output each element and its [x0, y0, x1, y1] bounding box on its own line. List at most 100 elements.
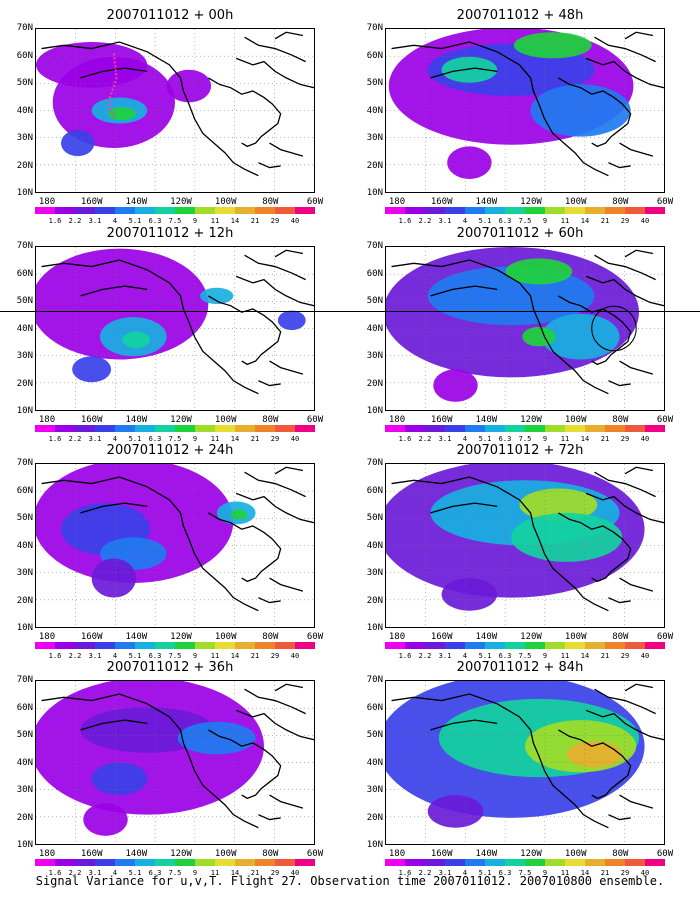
- longitude-label: 60W: [656, 632, 674, 642]
- colorbar-swatch: [215, 425, 235, 432]
- colorbar-swatch: [445, 425, 465, 432]
- variance-field: [36, 247, 314, 410]
- colorbar-label: 6.3: [498, 869, 512, 877]
- latitude-label: 40N: [366, 540, 383, 551]
- latitude-label: 70N: [366, 675, 383, 685]
- colorbar-swatch: [255, 642, 275, 649]
- latitude-label: 60N: [366, 702, 383, 713]
- coastline: [80, 285, 148, 297]
- panel-title: 2007011012 + 60h: [456, 226, 584, 241]
- colorbar-label: 21: [600, 217, 610, 225]
- colorbar-swatch: [625, 642, 645, 649]
- coastline: [430, 285, 498, 297]
- colorbar-label: 3.1: [438, 217, 452, 225]
- colorbar-label: 11: [210, 435, 220, 443]
- latitude-label: 60N: [366, 485, 383, 496]
- variance-contour: [72, 356, 112, 383]
- colorbar-label: 5.1: [128, 652, 142, 660]
- colorbar-label: 2.2: [68, 869, 82, 877]
- coastline: [619, 794, 654, 809]
- longitude-label: 80W: [262, 849, 279, 859]
- coastline: [430, 719, 498, 731]
- colorbar-swatch: [295, 859, 315, 866]
- colorbar-label: 3.1: [88, 217, 102, 225]
- colorbar-swatch: [35, 859, 55, 866]
- coastline: [41, 693, 259, 829]
- variance-field: [386, 681, 664, 844]
- colorbar-swatch: [445, 207, 465, 214]
- colorbar-label: 21: [600, 435, 610, 443]
- colorbar: [35, 859, 315, 866]
- colorbar-label: 21: [250, 217, 260, 225]
- colorbar-label: 29: [270, 435, 280, 443]
- colorbar-label: 5.1: [128, 869, 142, 877]
- colorbar: [35, 425, 315, 432]
- colorbar-label: 40: [290, 217, 300, 225]
- latitude-label: 70N: [16, 675, 33, 685]
- latitude-label: 30N: [16, 133, 33, 143]
- latitude-label: 70N: [16, 241, 33, 251]
- coastline: [258, 597, 281, 604]
- colorbar-swatch: [485, 425, 505, 432]
- coastline: [619, 142, 654, 157]
- latitude-label: 60N: [16, 268, 33, 279]
- colorbar-swatch: [55, 207, 75, 214]
- colorbar-swatch: [175, 859, 195, 866]
- colorbar-swatch: [385, 859, 405, 866]
- colorbar-label: 1.6: [48, 435, 62, 443]
- colorbar-swatch: [425, 207, 445, 214]
- latitude-label: 10N: [16, 406, 33, 416]
- longitude-label: 80W: [262, 197, 279, 207]
- colorbar-swatch: [255, 859, 275, 866]
- coastline: [391, 41, 609, 177]
- latitude-label: 50N: [366, 78, 383, 88]
- figure-caption: Signal Variance for u,v,T. Flight 27. Ob…: [35, 874, 665, 888]
- longitude-label: 80W: [612, 849, 629, 859]
- longitude-label: 160W: [80, 415, 103, 425]
- colorbar-label: 4: [462, 652, 468, 660]
- colorbar-label: 14: [580, 869, 590, 877]
- colorbar-label: 4: [462, 217, 468, 225]
- colorbar-label: 14: [580, 652, 590, 660]
- colorbar-label: 40: [290, 435, 300, 443]
- colorbar-label: 9: [192, 869, 198, 877]
- colorbar-swatch: [385, 207, 405, 214]
- colorbar-swatch: [235, 642, 255, 649]
- colorbar-label: 1.6: [398, 217, 412, 225]
- colorbar-label: 21: [600, 652, 610, 660]
- colorbar-swatch: [545, 425, 565, 432]
- coastline: [558, 295, 632, 366]
- map-panel: 2007011012 + 72h 70N 60N 50N 40N 30N 20N 10N 180…: [350, 443, 690, 661]
- variance-field: [36, 681, 314, 844]
- colorbar-label: 7.5: [518, 217, 532, 225]
- colorbar-label: 5.1: [128, 435, 142, 443]
- horizontal-reference-line: [0, 311, 700, 312]
- panel-title: 2007011012 + 48h: [456, 8, 584, 23]
- colorbar-label: 9: [192, 217, 198, 225]
- variance-contour: [230, 509, 248, 520]
- map-area: [385, 28, 665, 193]
- colorbar-swatch: [215, 207, 235, 214]
- colorbar-swatch: [155, 642, 175, 649]
- variance-contour: [277, 310, 306, 331]
- colorbar-label: 14: [230, 652, 240, 660]
- longitude-label: 120W: [520, 632, 542, 642]
- colorbar-swatch: [95, 642, 115, 649]
- longitude-label: 180: [388, 197, 406, 207]
- variance-contour: [166, 69, 212, 103]
- coastline: [430, 502, 498, 514]
- colorbar-swatch: [405, 859, 425, 866]
- colorbar-label: 7.5: [518, 652, 532, 660]
- coastline: [594, 36, 656, 63]
- colorbar-swatch: [405, 425, 425, 432]
- colorbar-swatch: [155, 207, 175, 214]
- map-area: [385, 463, 665, 628]
- colorbar-swatch: [35, 207, 55, 214]
- latitude-label: 60N: [16, 485, 33, 496]
- map-panel: 2007011012 + 12h 70N 60N 50N 40N 30N 20N 10N 180…: [0, 226, 340, 444]
- colorbar-label: 1.6: [48, 869, 62, 877]
- coastline: [235, 57, 314, 89]
- variance-contour: [447, 146, 492, 179]
- variance-contour: [83, 803, 128, 836]
- map-area: [35, 680, 315, 845]
